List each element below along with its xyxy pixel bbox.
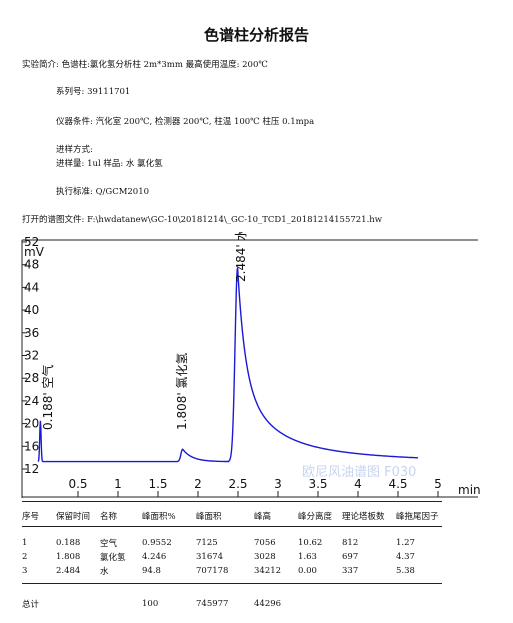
peak-label: 1.808' 氯化氢 bbox=[174, 353, 189, 430]
cell: 745977 bbox=[196, 599, 229, 609]
y-tick-label: 44 bbox=[24, 280, 39, 294]
cell: 1.808 bbox=[56, 552, 81, 562]
x-axis-label: min bbox=[458, 483, 481, 497]
x-tick-label: 5 bbox=[434, 477, 442, 491]
cell: 5.38 bbox=[396, 566, 415, 576]
execution-standard: 执行标准: Q/GCM2010 bbox=[56, 187, 150, 197]
cell: 3 bbox=[22, 566, 28, 576]
x-tick-label: 2.5 bbox=[228, 477, 247, 491]
injection-method: 进样方式: bbox=[56, 145, 93, 155]
cell: 10.62 bbox=[298, 538, 323, 548]
cell: 44296 bbox=[254, 599, 282, 609]
col-header-resolution: 峰分离度 bbox=[298, 512, 333, 522]
experiment-intro: 实验简介: 色谱柱:氯化氢分析柱 2m*3mm 最高使用温度: 200℃ bbox=[22, 60, 268, 70]
x-tick-label: 4 bbox=[354, 477, 362, 491]
y-tick-label: 40 bbox=[24, 303, 39, 317]
col-header-height: 峰高 bbox=[254, 512, 272, 522]
y-axis: 52 48 44 40 36 32 28 24 20 16 12 bbox=[22, 235, 39, 476]
cell: 697 bbox=[342, 552, 359, 562]
chromatogram-chart: 52 48 44 40 36 32 28 24 20 16 12 0.5 1 1.5 2 2.5 3 3.5 4 4… bbox=[0, 232, 513, 498]
col-header-tailing: 峰拖尾因子 bbox=[396, 512, 439, 522]
cell: 0.9552 bbox=[142, 538, 172, 548]
cell bbox=[100, 597, 142, 611]
serial-number: 系列号: 39111701 bbox=[56, 87, 131, 97]
report-title: 色谱柱分析报告 bbox=[203, 26, 309, 44]
table-total-row: 总计 100 745977 44296 bbox=[22, 597, 452, 611]
cell: 337 bbox=[342, 566, 359, 576]
y-tick-label: 16 bbox=[24, 439, 39, 453]
chart-frame bbox=[21, 239, 478, 498]
y-tick-label: 32 bbox=[24, 349, 39, 363]
cell: 1.63 bbox=[298, 552, 317, 562]
table-row: 2 1.808 氯化氢 4.246 31674 3028 1.63 697 4.… bbox=[22, 550, 452, 564]
cell: 水 bbox=[100, 567, 109, 577]
y-tick-label: 52 bbox=[24, 235, 39, 249]
x-tick-label: 3.5 bbox=[308, 477, 327, 491]
cell bbox=[298, 597, 342, 611]
col-header-area-pct: 峰面积% bbox=[142, 512, 176, 522]
peak-label: 2.484' 水 bbox=[234, 232, 248, 282]
table-row: 3 2.484 水 94.8 707178 34212 0.00 337 5.3… bbox=[22, 564, 452, 578]
x-tick-label: 0.5 bbox=[68, 477, 87, 491]
x-axis: 0.5 1 1.5 2 2.5 3 3.5 4 4.5 5 bbox=[68, 477, 442, 497]
x-tick-label: 4.5 bbox=[388, 477, 407, 491]
col-header-plates: 理论塔板数 bbox=[342, 512, 385, 522]
cell: 1.27 bbox=[396, 538, 415, 548]
y-tick-label: 24 bbox=[24, 394, 39, 408]
y-tick-label: 20 bbox=[24, 417, 39, 431]
cell: 31674 bbox=[196, 552, 224, 562]
x-tick-label: 3 bbox=[274, 477, 282, 491]
chromatogram-file-path: 打开的谱图文件: F:\hwdatanew\GC-10\20181214\_GC… bbox=[22, 215, 383, 225]
plot-area bbox=[22, 240, 478, 498]
cell: 7125 bbox=[196, 538, 218, 548]
cell: 4.37 bbox=[396, 552, 415, 562]
y-tick-label: 28 bbox=[24, 371, 39, 385]
y-axis-label: mV bbox=[24, 245, 45, 259]
cell: 总计 bbox=[22, 600, 40, 610]
y-tick-label: 12 bbox=[24, 462, 39, 476]
table-header-row: 序号 保留时间 名称 峰面积% 峰面积 峰高 峰分离度 理论塔板数 峰拖尾因子 bbox=[22, 509, 452, 523]
peak-labels: 0.188' 空气 1.808' 氯化氢 2.484' 水 bbox=[40, 232, 248, 430]
col-header-name: 名称 bbox=[100, 512, 118, 522]
x-tick-label: 1.5 bbox=[148, 477, 167, 491]
cell bbox=[342, 597, 396, 611]
table-header-rule bbox=[22, 526, 442, 527]
col-header-index: 序号 bbox=[22, 512, 40, 522]
cell: 4.246 bbox=[142, 552, 167, 562]
peak-results-table: 序号 保留时间 名称 峰面积% 峰面积 峰高 峰分离度 理论塔板数 峰拖尾因子 … bbox=[22, 509, 452, 611]
cell: 空气 bbox=[100, 539, 118, 549]
cell: 812 bbox=[342, 538, 359, 548]
cell: 34212 bbox=[254, 566, 282, 576]
watermark: 欧尼风油谱图 F030 bbox=[302, 465, 416, 480]
y-tick-label: 48 bbox=[24, 258, 39, 272]
y-tick-label: 36 bbox=[24, 326, 39, 340]
cell: 100 bbox=[142, 599, 159, 609]
cell: 0.188 bbox=[56, 538, 81, 548]
chromatogram-svg: 52 48 44 40 36 32 28 24 20 16 12 0.5 1 1.5 2 2.5 3 3.5 4 4… bbox=[21, 232, 481, 498]
cell: 2 bbox=[22, 552, 28, 562]
col-header-retention: 保留时间 bbox=[56, 512, 91, 522]
peak-label: 0.188' 空气 bbox=[40, 365, 55, 430]
instrument-conditions: 仪器条件: 汽化室 200℃, 检测器 200℃, 柱温 100℃ 柱压 0.1… bbox=[56, 117, 315, 127]
x-tick-label: 2 bbox=[194, 477, 202, 491]
cell bbox=[56, 597, 100, 611]
injection-detail: 进样量: 1ul 样品: 水 氯化氢 bbox=[56, 159, 163, 169]
cell: 707178 bbox=[196, 566, 229, 576]
col-header-area: 峰面积 bbox=[196, 512, 222, 522]
table-bottom-rule bbox=[22, 583, 442, 584]
cell: 氯化氢 bbox=[100, 553, 126, 563]
cell bbox=[396, 597, 452, 611]
cell: 1 bbox=[22, 538, 28, 548]
table-top-rule bbox=[22, 501, 442, 502]
cell: 0.00 bbox=[298, 566, 317, 576]
x-tick-label: 1 bbox=[114, 477, 122, 491]
cell: 7056 bbox=[254, 538, 276, 548]
cell: 94.8 bbox=[142, 566, 161, 576]
cell: 3028 bbox=[254, 552, 276, 562]
chromatogram-trace bbox=[37, 267, 418, 463]
cell: 2.484 bbox=[56, 566, 81, 576]
table-row: 1 0.188 空气 0.9552 7125 7056 10.62 812 1.… bbox=[22, 536, 452, 550]
